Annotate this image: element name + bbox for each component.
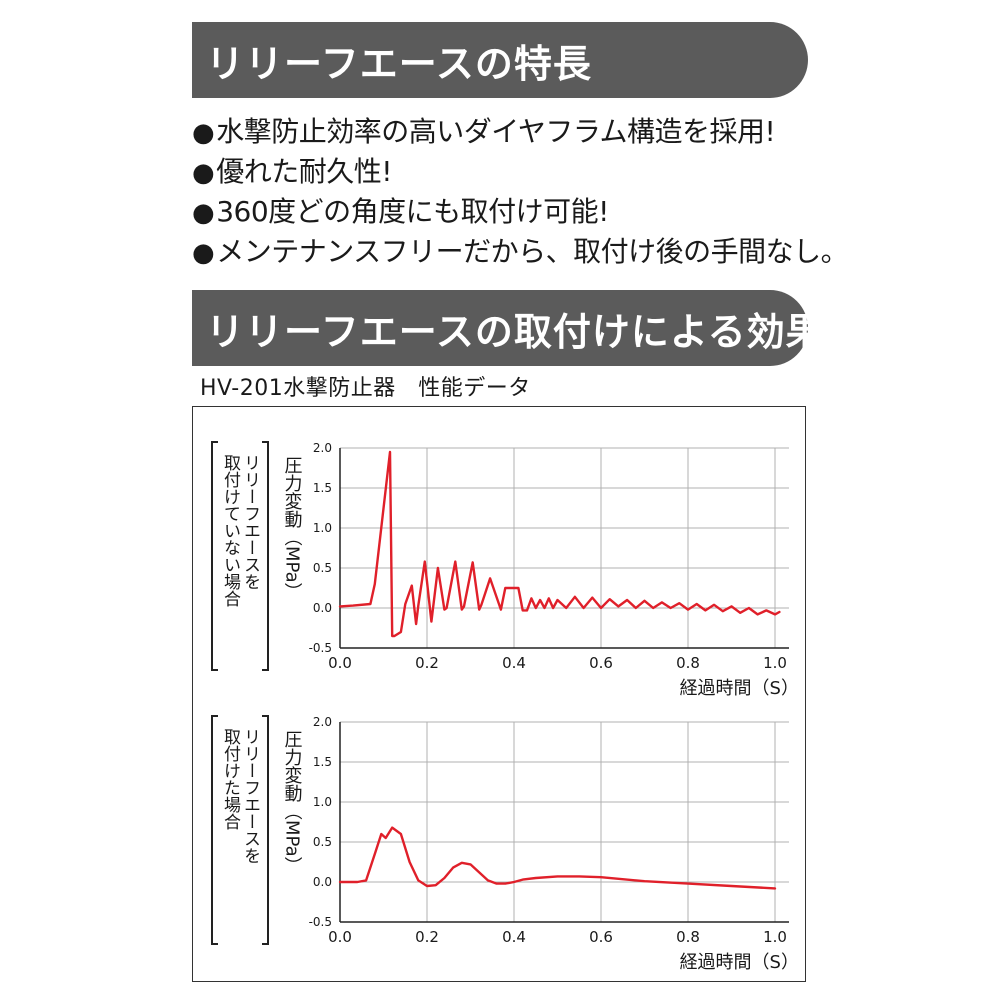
bullet-icon: ● [192,118,215,148]
condition-label: リリーフエースを [240,728,260,864]
x-axis-label: 経過時間（S） [680,678,799,699]
bracket-left [211,715,218,945]
y-tick-label: -0.5 [309,641,332,655]
y-tick-label: 1.5 [313,481,332,495]
x-tick-label: 1.0 [763,928,787,946]
x-tick-label: 0.4 [502,654,526,672]
x-tick-label: 0.4 [502,928,526,946]
x-tick-label: 0.0 [328,928,352,946]
condition-label: 取付けていない場合 [220,454,241,607]
performance-subtitle: HV-201水撃防止器 性能データ [200,376,531,401]
feature-item: ●メンテナンスフリーだから、取付け後の手間なし。 [192,232,849,272]
effect-heading: リリーフエースの取付けによる効果 [206,309,825,354]
y-tick-label: 1.0 [313,521,332,535]
bracket-right [262,715,269,945]
feature-item: ●優れた耐久性! [192,152,848,192]
bracket-left [211,441,218,671]
pressure-series-line [338,826,777,890]
x-tick-label: 0.2 [415,654,439,672]
x-tick-label: 0.8 [676,928,700,946]
x-tick-label: 0.6 [589,928,613,946]
chart-1 [211,441,789,671]
y-tick-label: 0.0 [313,601,332,615]
x-axis-label: 経過時間（S） [680,952,799,973]
x-tick-label: 0.6 [589,654,613,672]
x-tick-label: 0.8 [676,654,700,672]
y-axis-label: 圧力変動（MPa） [282,456,303,601]
y-tick-label: 2.0 [313,715,332,729]
feature-item: ●360度どの角度にも取付け可能! [192,192,848,232]
feature-text: 優れた耐久性! [216,155,392,188]
x-tick-label: 1.0 [763,654,787,672]
y-tick-label: 1.5 [313,755,332,769]
feature-text: 360度どの角度にも取付け可能! [216,195,609,228]
bullet-icon: ● [192,198,215,228]
y-tick-label: 1.0 [313,795,332,809]
bullet-icon: ● [192,238,215,268]
effect-heading-banner: リリーフエースの取付けによる効果 [192,290,824,366]
bullet-icon: ● [192,158,215,188]
bracket-right [262,441,269,671]
y-tick-label: 0.0 [313,875,332,889]
x-tick-label: 0.0 [328,654,352,672]
y-tick-label: 2.0 [313,441,332,455]
feature-list: ●水撃防止効率の高いダイヤフラム構造を採用! ●優れた耐久性! ●360度どの角… [192,112,849,272]
feature-item: ●水撃防止効率の高いダイヤフラム構造を採用! [192,112,848,152]
chart-frame [192,406,806,982]
y-tick-label: 0.5 [313,835,332,849]
condition-label: 取付けた場合 [220,728,241,830]
y-tick-label: 0.5 [313,561,332,575]
features-heading-banner: リリーフエースの特長 [192,22,808,98]
pressure-series-line [338,450,781,638]
features-heading: リリーフエースの特長 [206,41,592,86]
condition-label: リリーフエースを [240,454,260,590]
feature-text: メンテナンスフリーだから、取付け後の手間なし。 [216,235,849,268]
y-tick-label: -0.5 [309,915,332,929]
chart-2 [211,715,789,945]
x-tick-label: 0.2 [415,928,439,946]
y-axis-label: 圧力変動（MPa） [282,730,303,875]
feature-text: 水撃防止効率の高いダイヤフラム構造を採用! [216,115,776,148]
